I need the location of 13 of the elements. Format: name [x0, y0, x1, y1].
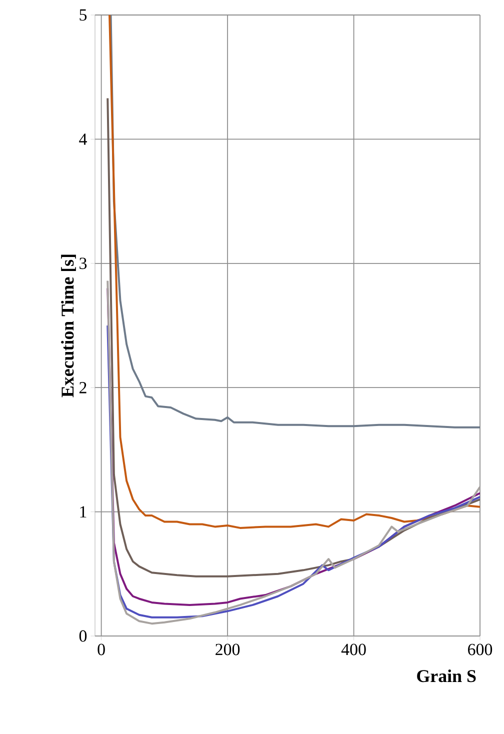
- y-tick-label: 4: [79, 134, 87, 145]
- y-tick-label: 1: [80, 506, 86, 518]
- y-axis-title: Execution Time [s]: [61, 254, 76, 398]
- y-tick-label: 3: [80, 258, 87, 270]
- y-tick-label: 5: [80, 9, 87, 21]
- line-series: [108, 15, 480, 529]
- x-tick-label: 400: [341, 644, 366, 656]
- x-tick-label: 0: [98, 644, 105, 656]
- x-axis-title: Grain S: [417, 670, 476, 682]
- x-tick-label: 600: [468, 644, 492, 656]
- y-tick-label: 0: [79, 630, 87, 642]
- y-tick-label: 2: [80, 382, 86, 394]
- x-tick-label: 200: [216, 644, 240, 656]
